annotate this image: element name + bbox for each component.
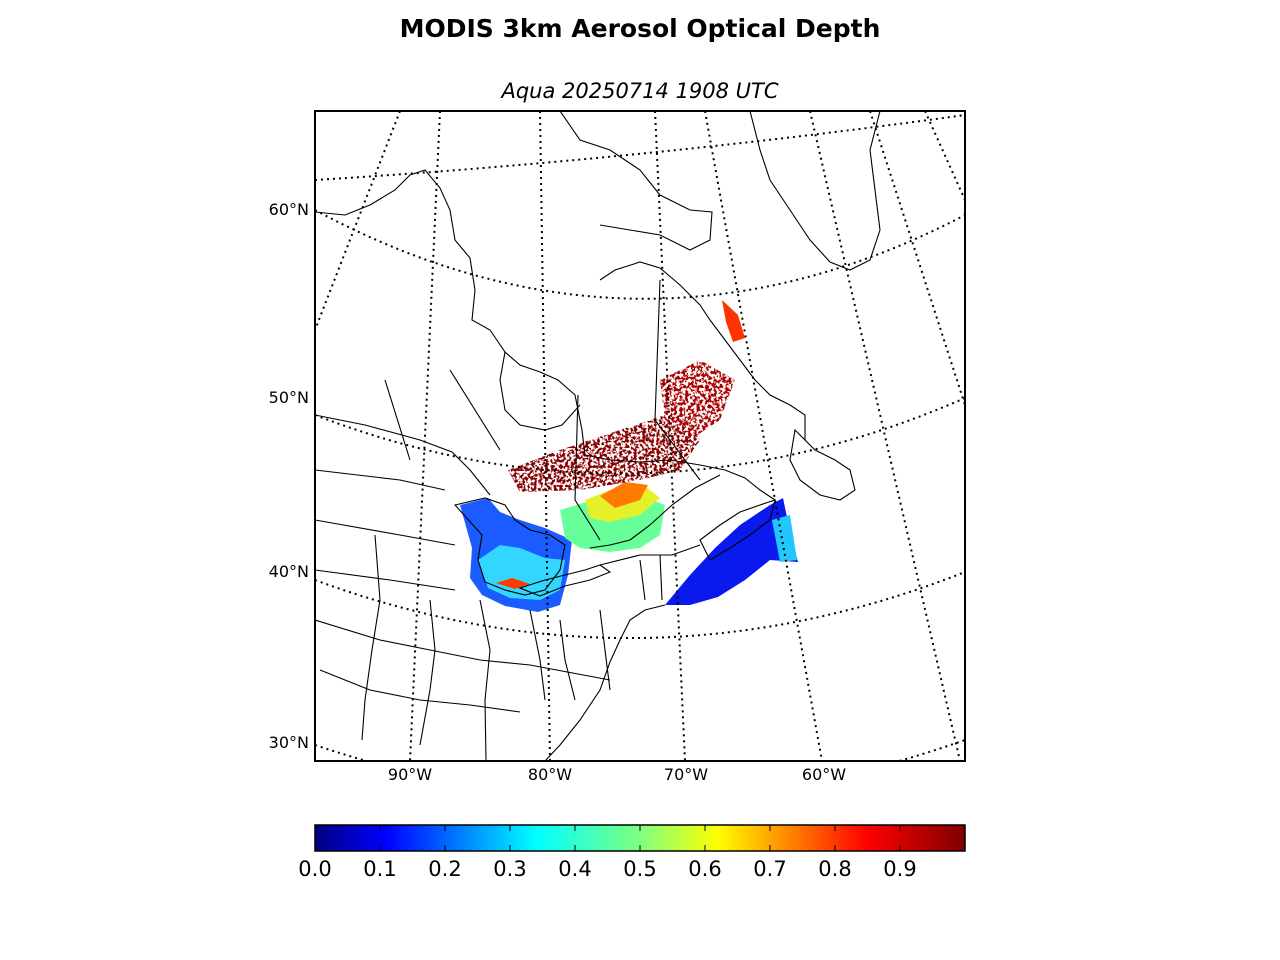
coastline-newfoundland: [789, 428, 856, 501]
province-borders: [384, 279, 701, 541]
coastline-greenland: [749, 111, 881, 271]
meridian-60w: [704, 111, 823, 761]
aod-swath-labrador-speckle: [660, 360, 735, 440]
lon-label-80w: 80°W: [528, 765, 572, 784]
lat-label-60n: 60°N: [269, 200, 309, 219]
meridian-70w: [654, 111, 686, 761]
meridian-100w: [315, 111, 401, 331]
lat-label-50n: 50°N: [269, 388, 309, 407]
aod-data-layer: [460, 300, 798, 612]
aod-swath-labrador-coast: [722, 300, 745, 342]
aod-swath-quebec-orange: [600, 482, 648, 508]
meridian-90w: [409, 111, 441, 761]
map-frame: [314, 110, 966, 762]
chart-subtitle: Aqua 20250714 1908 UTC: [501, 79, 779, 103]
chart-title: MODIS 3km Aerosol Optical Depth: [399, 14, 881, 43]
meridian-40w: [869, 111, 965, 406]
aod-swath-lake-plume: [496, 578, 530, 589]
coastline-nova-scotia: [699, 499, 776, 561]
aod-swath-great-lakes-cyan: [478, 545, 565, 600]
lon-label-60w: 60°W: [802, 765, 846, 784]
parallel-60n: [315, 209, 965, 300]
us-state-borders: [315, 469, 663, 761]
aod-swath-maritimes-cyan: [772, 515, 797, 562]
coastlines-and-borders: [315, 111, 881, 761]
parallel-40n: [315, 571, 965, 640]
coastline-gulf-st-lawrence: [584, 454, 776, 501]
coastline-hudson-bay: [315, 169, 586, 456]
lon-label-90w: 90°W: [388, 765, 432, 784]
great-lakes-outline: [453, 497, 566, 596]
meridian-50w: [809, 111, 961, 761]
coastline-baffin: [559, 111, 713, 251]
lake-erie-ontario: [518, 564, 612, 597]
map-canvas: [315, 111, 965, 761]
meridian-80w: [539, 111, 551, 761]
parallel-70n: [315, 114, 965, 181]
coastline-us-east: [544, 604, 666, 761]
coastline-labrador: [599, 261, 806, 440]
parallel-50n: [315, 397, 965, 475]
st-lawrence-river: [589, 474, 721, 549]
aod-swath-quebec-speckle: [508, 410, 700, 492]
lat-label-30n: 30°N: [269, 733, 309, 752]
meridian-30w: [924, 111, 965, 201]
coastline-james-bay: [499, 351, 581, 431]
graticule: [315, 111, 965, 761]
lon-label-70w: 70°W: [664, 765, 708, 784]
canada-us-border: [315, 414, 701, 566]
aod-swath-maritimes-blue: [665, 498, 798, 605]
lat-label-40n: 40°N: [269, 562, 309, 581]
